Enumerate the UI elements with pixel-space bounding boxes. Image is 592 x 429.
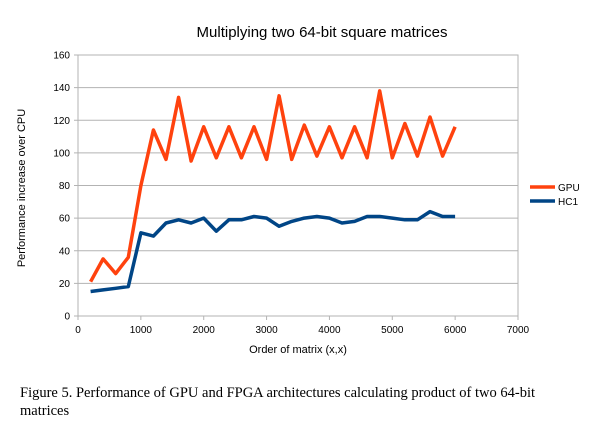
- x-tick-label: 1000: [130, 325, 153, 336]
- x-tick-label: 4000: [318, 325, 341, 336]
- y-tick-label: 140: [53, 83, 70, 94]
- x-tick-label: 3000: [255, 325, 278, 336]
- x-tick-label: 6000: [444, 325, 467, 336]
- x-tick-label: 0: [75, 325, 81, 336]
- y-tick-label: 40: [59, 246, 71, 257]
- chart-title: Multiplying two 64-bit square matrices: [196, 24, 448, 41]
- series-line-hc1: [90, 209, 456, 294]
- legend-label-hc1: HC1: [558, 197, 578, 208]
- y-tick-label: 120: [53, 116, 70, 127]
- y-tick-label: 80: [59, 181, 71, 192]
- plot-area-frame: [77, 54, 519, 317]
- y-tick-label: 60: [59, 214, 71, 225]
- series-line-gpu: [89, 89, 457, 283]
- x-tick-label: 5000: [381, 325, 404, 336]
- y-tick-label: 20: [59, 279, 71, 290]
- y-tick-label: 160: [53, 51, 70, 62]
- y-tick-label: 100: [53, 148, 70, 159]
- x-axis-label: Order of matrix (x,x): [249, 344, 347, 356]
- legend-label-gpu: GPU: [558, 183, 580, 194]
- figure-caption: Figure 5. Performance of GPU and FPGA ar…: [20, 385, 536, 419]
- y-tick-label: 0: [64, 312, 70, 323]
- x-tick-label: 7000: [507, 325, 530, 336]
- x-tick-label: 2000: [193, 325, 216, 336]
